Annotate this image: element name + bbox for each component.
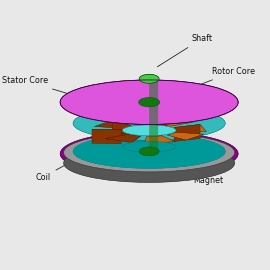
Polygon shape xyxy=(64,133,149,183)
Polygon shape xyxy=(174,124,200,141)
Polygon shape xyxy=(94,120,131,129)
Polygon shape xyxy=(123,117,154,125)
Polygon shape xyxy=(144,136,176,143)
Polygon shape xyxy=(149,125,176,152)
Polygon shape xyxy=(158,118,193,126)
Polygon shape xyxy=(73,106,149,168)
Ellipse shape xyxy=(73,134,225,168)
Text: Rotor Core: Rotor Core xyxy=(190,67,255,88)
Ellipse shape xyxy=(73,106,225,140)
Polygon shape xyxy=(149,133,235,183)
Ellipse shape xyxy=(60,80,238,124)
Text: Stator Core: Stator Core xyxy=(2,76,90,100)
Polygon shape xyxy=(151,117,154,138)
Ellipse shape xyxy=(139,74,159,83)
Polygon shape xyxy=(174,124,206,131)
Polygon shape xyxy=(139,74,149,156)
Polygon shape xyxy=(112,120,131,140)
Polygon shape xyxy=(149,80,238,176)
Polygon shape xyxy=(167,132,204,140)
Ellipse shape xyxy=(64,144,235,183)
Polygon shape xyxy=(105,134,141,143)
Text: Coil: Coil xyxy=(36,147,99,181)
Text: Magnet: Magnet xyxy=(176,158,224,185)
Ellipse shape xyxy=(122,125,176,136)
Polygon shape xyxy=(92,129,121,144)
Polygon shape xyxy=(149,74,158,150)
Ellipse shape xyxy=(139,147,159,156)
Polygon shape xyxy=(60,80,149,176)
Polygon shape xyxy=(158,118,166,139)
Polygon shape xyxy=(92,129,124,136)
Ellipse shape xyxy=(64,133,235,172)
Ellipse shape xyxy=(139,97,160,107)
Polygon shape xyxy=(149,74,159,156)
Polygon shape xyxy=(122,125,149,152)
Ellipse shape xyxy=(60,131,238,176)
Ellipse shape xyxy=(122,141,176,152)
Polygon shape xyxy=(149,106,225,168)
Text: Shaft: Shaft xyxy=(157,34,212,67)
